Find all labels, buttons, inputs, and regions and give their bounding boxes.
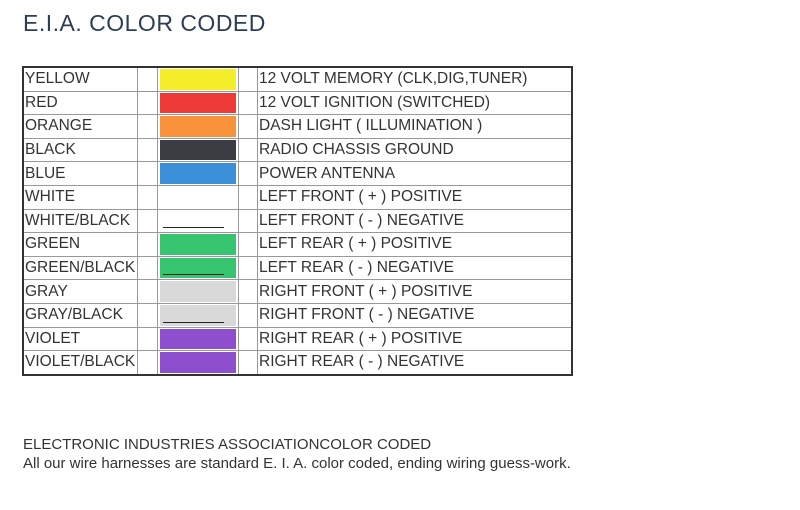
spacer-cell (137, 326, 158, 352)
color-swatch (157, 350, 239, 376)
spacer-cell (238, 137, 258, 163)
spacer-cell (238, 302, 258, 328)
spacer-cell (238, 184, 258, 210)
spacer-cell (137, 66, 158, 92)
swatch-fill (160, 281, 236, 302)
color-swatch (157, 137, 239, 163)
page-title: E.I.A. COLOR CODED (23, 10, 266, 36)
wire-function: RIGHT FRONT ( + ) POSITIVE (257, 279, 573, 304)
table-row: GREEN LEFT REAR ( + ) POSITIVE (22, 232, 573, 257)
wire-color-name: BLUE (22, 161, 138, 186)
table-row: YELLOW 12 VOLT MEMORY (CLK,DIG,TUNER) (22, 66, 573, 92)
spacer-cell (238, 66, 258, 92)
swatch-fill (160, 234, 236, 255)
spacer-cell (137, 161, 158, 186)
table-row: GREEN/BLACK LEFT REAR ( - ) NEGATIVE (22, 255, 573, 281)
spacer-cell (137, 350, 158, 376)
wire-color-name: ORANGE (22, 114, 138, 139)
color-swatch (157, 232, 239, 257)
color-swatch (157, 161, 239, 186)
swatch-fill (160, 328, 236, 350)
table-row: GRAY RIGHT FRONT ( + ) POSITIVE (22, 279, 573, 304)
wire-function: RIGHT REAR ( + ) POSITIVE (257, 326, 573, 352)
swatch-fill (160, 116, 236, 137)
color-swatch (157, 279, 239, 304)
color-swatch (157, 184, 239, 210)
spacer-cell (238, 326, 258, 352)
spacer-cell (238, 90, 258, 116)
swatch-fill (160, 352, 236, 373)
wire-function: DASH LIGHT ( ILLUMINATION ) (257, 114, 573, 139)
spacer-cell (238, 114, 258, 139)
table-row: VIOLET RIGHT REAR ( + ) POSITIVE (22, 326, 573, 352)
table-row: GRAY/BLACK RIGHT FRONT ( - ) NEGATIVE (22, 302, 573, 328)
table-row: BLACK RADIO CHASSIS GROUND (22, 137, 573, 163)
color-swatch (157, 66, 239, 92)
wire-color-name: BLACK (22, 137, 138, 163)
spacer-cell (137, 90, 158, 116)
spacer-cell (137, 184, 158, 210)
spacer-cell (137, 114, 158, 139)
wire-color-name: GREEN/BLACK (22, 255, 138, 281)
color-swatch (157, 90, 239, 116)
swatch-fill (160, 304, 236, 326)
swatch-fill (160, 163, 236, 184)
wire-function: LEFT FRONT ( - ) NEGATIVE (257, 208, 573, 234)
spacer-cell (238, 255, 258, 281)
wire-function: LEFT FRONT ( + ) POSITIVE (257, 184, 573, 210)
wire-color-name: GREEN (22, 232, 138, 257)
spacer-cell (238, 279, 258, 304)
color-swatch (157, 114, 239, 139)
wire-color-name: VIOLET/BLACK (22, 350, 138, 376)
black-stripe (163, 321, 224, 323)
spacer-cell (137, 302, 158, 328)
wire-function: RIGHT REAR ( - ) NEGATIVE (257, 350, 573, 376)
spacer-cell (137, 232, 158, 257)
swatch-fill (160, 257, 236, 279)
table-row: WHITE LEFT FRONT ( + ) POSITIVE (22, 184, 573, 210)
wire-function: RADIO CHASSIS GROUND (257, 137, 573, 163)
spacer-cell (137, 208, 158, 234)
spacer-cell (137, 255, 158, 281)
footer-heading: ELECTRONIC INDUSTRIES ASSOCIATIONCOLOR C… (23, 436, 432, 453)
swatch-fill (160, 139, 236, 161)
wire-function: LEFT REAR ( - ) NEGATIVE (257, 255, 573, 281)
swatch-fill (160, 69, 236, 90)
wire-color-name: GRAY (22, 279, 138, 304)
spacer-cell (238, 161, 258, 186)
wire-color-name: WHITE/BLACK (22, 208, 138, 234)
wire-color-name: RED (22, 90, 138, 116)
color-code-table: YELLOW 12 VOLT MEMORY (CLK,DIG,TUNER) RED 1… (22, 66, 573, 376)
wire-color-name: YELLOW (22, 66, 138, 92)
wire-function: RIGHT FRONT ( - ) NEGATIVE (257, 302, 573, 328)
wire-function: POWER ANTENNA (257, 161, 573, 186)
color-swatch (157, 326, 239, 352)
wire-function: 12 VOLT IGNITION (SWITCHED) (257, 90, 573, 116)
table-row: WHITE/BLACK LEFT FRONT ( - ) NEGATIVE (22, 208, 573, 234)
swatch-fill (160, 92, 236, 114)
black-stripe (163, 227, 224, 229)
wire-color-name: VIOLET (22, 326, 138, 352)
spacer-cell (137, 279, 158, 304)
color-swatch (157, 208, 239, 234)
wire-color-name: GRAY/BLACK (22, 302, 138, 328)
spacer-cell (238, 208, 258, 234)
swatch-fill (160, 186, 236, 208)
table-row: ORANGE DASH LIGHT ( ILLUMINATION ) (22, 114, 573, 139)
wire-color-name: WHITE (22, 184, 138, 210)
spacer-cell (238, 350, 258, 376)
spacer-cell (238, 232, 258, 257)
black-stripe (163, 274, 224, 276)
wire-function: 12 VOLT MEMORY (CLK,DIG,TUNER) (257, 66, 573, 92)
table-row: BLUE POWER ANTENNA (22, 161, 573, 186)
color-swatch (157, 255, 239, 281)
swatch-fill (160, 210, 236, 232)
table-row: RED 12 VOLT IGNITION (SWITCHED) (22, 90, 573, 116)
spacer-cell (137, 137, 158, 163)
wire-function: LEFT REAR ( + ) POSITIVE (257, 232, 573, 257)
table-row: VIOLET/BLACK RIGHT REAR ( - ) NEGATIVE (22, 350, 573, 376)
footer-text: All our wire harnesses are standard E. I… (23, 455, 571, 472)
color-swatch (157, 302, 239, 328)
